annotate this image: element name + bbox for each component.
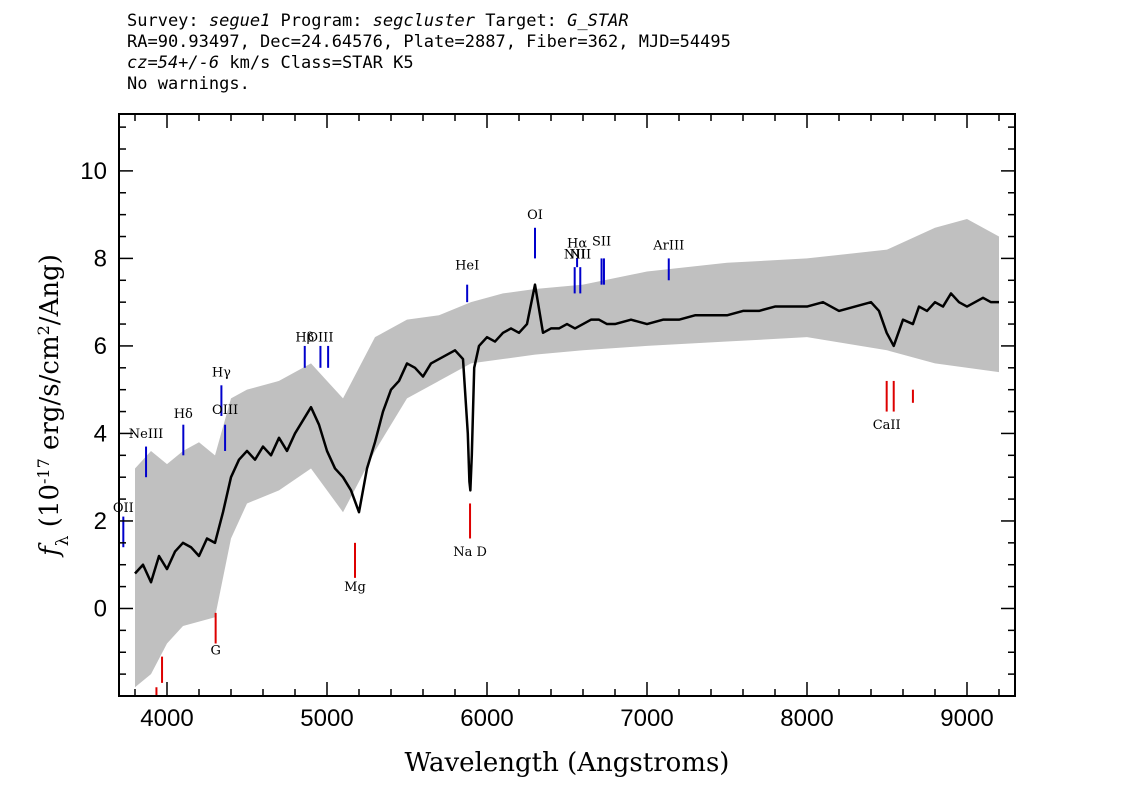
x-tick-label: 5000 (300, 705, 353, 732)
target-name: G_STAR (567, 11, 629, 31)
class-info: km/s Class=STAR K5 (219, 53, 414, 73)
survey-prefix: Survey: (127, 11, 209, 31)
y-tick-label: 0 (94, 595, 107, 622)
emission-line-label: Hα (567, 236, 587, 251)
emission-line-label: ArIII (652, 239, 684, 254)
emission-line-label: OIII (307, 331, 333, 346)
y-tick-label: 10 (80, 158, 107, 185)
noise-band (135, 219, 999, 688)
x-tick-label: 7000 (620, 705, 673, 732)
absorption-line-label: CaII (873, 418, 901, 433)
emission-line-label: NII (564, 247, 586, 262)
y-tick-label: 4 (94, 420, 107, 447)
target-prefix: Target: (475, 11, 568, 31)
program-name: segcluster (372, 11, 476, 31)
noise-band-layer (135, 219, 999, 688)
emission-line-label: NeIII (129, 427, 163, 442)
y-tick-label: 6 (94, 333, 107, 360)
x-axis-label: Wavelength (Angstroms) (405, 748, 730, 778)
y-tick-label: 8 (94, 245, 107, 272)
emission-line-label: Hγ (212, 366, 231, 381)
absorption-line-label: Na D (453, 545, 487, 560)
emission-line-label: Hδ (174, 407, 193, 422)
emission-line-label: SII (592, 234, 611, 249)
emission-line-label: OIII (212, 403, 238, 418)
emission-line-label: NII (569, 247, 591, 262)
header-line-survey: Survey: segue1 Program: segcluster Targe… (127, 11, 731, 32)
header-line-coords: RA=90.93497, Dec=24.64576, Plate=2887, F… (127, 32, 731, 52)
emission-line-label: OII (113, 501, 134, 516)
header-line-class: cz=54+/-6 km/s Class=STAR K5 (127, 53, 731, 74)
header-line-warnings: No warnings. (127, 74, 250, 94)
absorption-line-label: Mg (344, 580, 366, 595)
x-tick-label: 8000 (780, 705, 833, 732)
flux-line-layer (134, 283, 999, 584)
plot-frame (118, 113, 1016, 697)
emission-line-label: HeI (455, 258, 479, 273)
survey-name: segue1 (208, 11, 271, 31)
x-tick-label: 4000 (140, 705, 193, 732)
flux-series-line (134, 283, 999, 584)
y-tick-label: 2 (94, 508, 107, 535)
absorption-line-label: G (210, 643, 220, 658)
program-prefix: Program: (270, 11, 373, 31)
redshift-value: cz=54+/-6 (127, 53, 220, 73)
emission-line-label: Hβ (295, 331, 314, 346)
spectrum-header: Survey: segue1 Program: segcluster Targe… (127, 11, 731, 95)
x-tick-label: 9000 (940, 705, 993, 732)
axes-layer: 4000 5000 6000 7000 8000 9000 0 2 4 6 8 10 (80, 114, 1015, 732)
x-tick-label: 6000 (460, 705, 513, 732)
y-axis-label: fλ (10-17 erg/s/cm2/Ang) (34, 254, 74, 558)
emission-line-label: OI (527, 208, 543, 223)
